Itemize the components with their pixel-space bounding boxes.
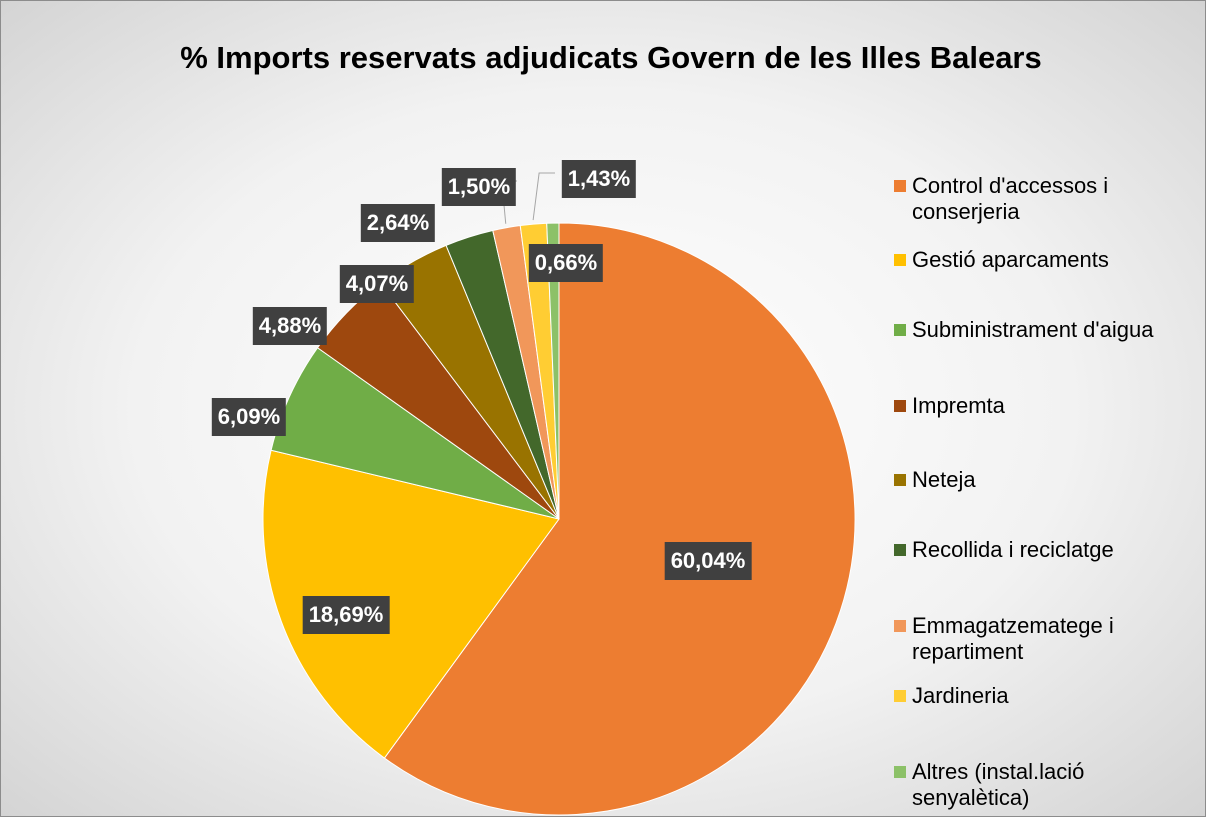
data-label: 1,50%: [441, 168, 517, 206]
data-label: 2,64%: [360, 204, 436, 242]
legend-entry: Neteja: [894, 467, 1194, 493]
legend-swatch: [894, 690, 906, 702]
chart-title: % Imports reservats adjudicats Govern de…: [180, 40, 1042, 75]
legend-swatch: [894, 544, 906, 556]
legend-entry: Jardineria: [894, 683, 1194, 709]
data-label: 4,07%: [339, 265, 415, 303]
legend-label: Neteja: [912, 467, 976, 492]
data-label: 1,43%: [561, 160, 637, 198]
legend-swatch: [894, 474, 906, 486]
legend-label: Recollida i reciclatge: [912, 537, 1114, 562]
pie-slice: [546, 222, 560, 520]
legend-entry: Altres (instal.lació senyalètica): [894, 759, 1194, 811]
legend-swatch: [894, 180, 906, 192]
legend-label: Altres (instal.lació senyalètica): [912, 759, 1085, 810]
legend-entry: Impremta: [894, 393, 1194, 419]
legend-entry: Gestió aparcaments: [894, 247, 1194, 273]
legend-entry: Emmagatzematege i repartiment: [894, 613, 1194, 665]
legend-label: Gestió aparcaments: [912, 247, 1109, 272]
data-label: 4,88%: [252, 307, 328, 345]
data-label: 6,09%: [211, 398, 287, 436]
legend-swatch: [894, 766, 906, 778]
data-label: 60,04%: [664, 542, 752, 580]
legend-entry: Control d'accessos i conserjeria: [894, 173, 1194, 225]
data-label: 0,66%: [528, 244, 604, 282]
legend-label: Impremta: [912, 393, 1005, 418]
pie-slice: [383, 222, 856, 816]
legend-label: Control d'accessos i conserjeria: [912, 173, 1109, 224]
legend-entry: Recollida i reciclatge: [894, 537, 1194, 563]
legend-swatch: [894, 400, 906, 412]
leader-line: [532, 172, 555, 221]
legend-swatch: [894, 620, 906, 632]
legend-label: Subministrament d'aigua: [912, 317, 1154, 342]
legend-label: Jardineria: [912, 683, 1009, 708]
legend-entry: Subministrament d'aigua: [894, 317, 1194, 343]
legend-swatch: [894, 254, 906, 266]
data-label: 18,69%: [302, 596, 390, 634]
pie-slice: [262, 449, 560, 759]
legend-label: Emmagatzematege i repartiment: [912, 613, 1114, 664]
legend-swatch: [894, 324, 906, 336]
